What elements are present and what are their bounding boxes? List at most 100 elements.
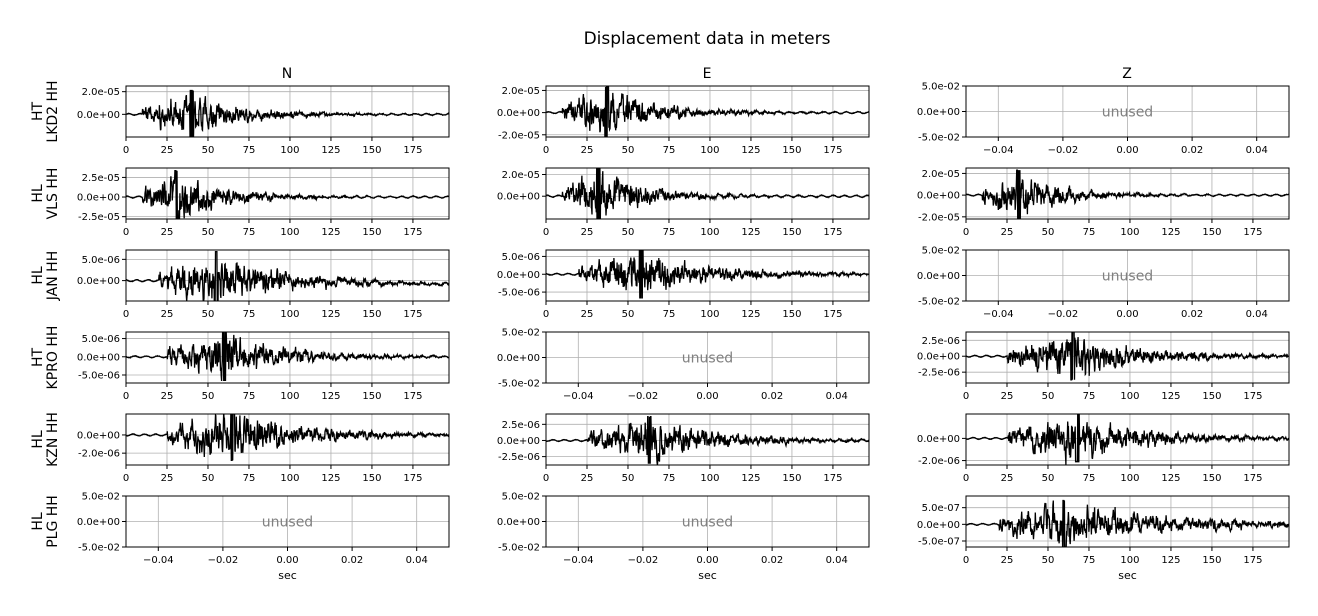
x-tick-label: 175 [823, 227, 842, 238]
x-tick-label: 150 [1202, 473, 1221, 484]
unused-label: unused [1102, 105, 1153, 121]
y-tick-label: 0.0e+00 [77, 517, 120, 528]
panel-row3-z: 2.5e-06 0.0e+00 -2.5e-06 0 25 50 75 100 125 150 17… [917, 331, 1290, 402]
x-tick-label: 0.04 [1246, 309, 1268, 320]
x-tick-label: 150 [362, 473, 381, 484]
x-tick-label: 175 [823, 309, 842, 320]
x-tick-label: 50 [202, 145, 215, 156]
x-tick-label: 75 [1083, 555, 1096, 566]
panel-row2-n: 5.0e-06 0.0e+00 0 25 50 75 100 125 150 175 [77, 249, 450, 320]
x-tick-label: 125 [741, 309, 760, 320]
panel-row3-n: 5.0e-06 0.0e+00 -5.0e-060 25 50 75 100 125 150 17… [77, 331, 450, 402]
x-tick-label: 25 [581, 145, 594, 156]
y-tick-label: 5.0e-02 [502, 492, 540, 503]
x-tick-label: 150 [362, 391, 381, 402]
x-tick-label: 100 [1120, 227, 1139, 238]
y-tick-label: 0.0e+00 [497, 436, 540, 447]
y-tick-label: -2.5e-05 [78, 212, 120, 223]
x-tick-label: 75 [243, 473, 256, 484]
column-title-e: E [703, 66, 712, 82]
x-tick-label: −0.02 [1048, 309, 1079, 320]
x-tick-label: 0.00 [1116, 309, 1138, 320]
figure-title: Displacement data in meters [584, 29, 831, 49]
trace-line [126, 170, 449, 219]
panel-row5-e: unused 5.0e-02 0.0e+00 -5.0e-02 −0.04 −0.02 0.… [497, 492, 870, 582]
y-tick-label: 5.0e-02 [82, 492, 120, 503]
x-tick-label: 75 [243, 145, 256, 156]
x-tick-label: 0 [543, 145, 549, 156]
panel-row0-e: 2.0e-05 0.0e+00 -2.0e-050 25 50 75 100 125 150 17… [497, 85, 870, 156]
x-tick-label: −0.04 [143, 555, 174, 566]
x-tick-label: 175 [403, 391, 422, 402]
x-tick-label: −0.04 [983, 309, 1014, 320]
row-label-station: KPRO HH [45, 326, 61, 390]
y-tick-label: 0.0e+00 [77, 430, 120, 441]
row-label-3: HT KPRO HH [30, 326, 61, 390]
x-tick-label: 100 [700, 309, 719, 320]
unused-label: unused [682, 351, 733, 367]
panel-row5-z: 5.0e-07 0.0e+00 -5.0e-070 25 50 75 100 125 150 17… [917, 495, 1290, 582]
y-tick-label: 5.0e-02 [922, 82, 960, 93]
x-tick-label: 175 [403, 227, 422, 238]
x-tick-label: 100 [280, 391, 299, 402]
row-label-network: HL [30, 512, 46, 531]
x-tick-label: 0.02 [761, 555, 783, 566]
x-tick-label: −0.04 [983, 145, 1014, 156]
x-tick-label: 0 [123, 145, 129, 156]
x-tick-label: 0.02 [341, 555, 363, 566]
x-tick-label: 50 [622, 145, 635, 156]
row-label-1: HL VLS HH [30, 168, 61, 220]
x-tick-label: 0 [123, 391, 129, 402]
y-tick-label: 5.0e-02 [922, 246, 960, 257]
x-tick-label: 150 [782, 145, 801, 156]
x-tick-label: 25 [581, 473, 594, 484]
x-axis-label: sec [1118, 569, 1137, 582]
axes-frame [125, 413, 450, 466]
y-tick-label: -5.0e-06 [78, 370, 120, 381]
x-tick-label: 150 [782, 309, 801, 320]
trace-line [966, 414, 1289, 465]
x-tick-label: 50 [1042, 555, 1055, 566]
x-tick-label: 150 [782, 227, 801, 238]
y-tick-label: 0.0e+00 [917, 271, 960, 282]
axes-frame [125, 85, 450, 138]
panel-row5-n: unused 5.0e-02 0.0e+00 -5.0e-02 −0.04 −0.02 0.… [77, 492, 450, 582]
y-tick-label: 0.0e+00 [497, 108, 540, 119]
x-tick-label: 0.00 [276, 555, 298, 566]
axes-frame [125, 167, 450, 220]
x-tick-label: −0.04 [563, 391, 594, 402]
panel-row4-z: 0.0e+00 -2.0e-060 25 50 75 100 125 150 175 [917, 413, 1290, 484]
x-axis-label: sec [278, 569, 297, 582]
x-tick-label: 175 [1243, 227, 1262, 238]
x-tick-label: 25 [161, 473, 174, 484]
y-tick-label: -5.0e-02 [78, 543, 120, 554]
x-tick-label: 0 [963, 227, 969, 238]
x-tick-label: 25 [1001, 473, 1014, 484]
trace-line [126, 250, 449, 301]
x-tick-label: 0 [123, 473, 129, 484]
y-tick-label: -2.5e-06 [498, 452, 540, 463]
x-tick-label: 175 [823, 473, 842, 484]
axes-frame [965, 331, 1290, 384]
x-tick-label: −0.02 [628, 555, 659, 566]
x-tick-label: 175 [1243, 473, 1262, 484]
column-title-n: N [282, 66, 292, 82]
x-tick-label: 75 [1083, 391, 1096, 402]
x-tick-label: −0.04 [563, 555, 594, 566]
panel-row1-z: 2.0e-05 0.0e+00 -2.0e-050 25 50 75 100 125 150 17… [917, 167, 1290, 238]
row-label-network: HL [30, 430, 46, 449]
x-tick-label: 150 [362, 309, 381, 320]
trace-line [126, 414, 449, 462]
y-tick-label: -2.0e-06 [918, 456, 960, 467]
y-tick-label: -5.0e-02 [498, 543, 540, 554]
x-tick-label: 25 [161, 227, 174, 238]
x-tick-label: 125 [1161, 555, 1180, 566]
x-tick-label: 100 [1120, 391, 1139, 402]
x-tick-label: 125 [321, 309, 340, 320]
axes-frame [545, 85, 870, 138]
y-tick-label: 0.0e+00 [77, 193, 120, 204]
axes-frame [545, 167, 870, 220]
y-tick-label: 0.0e+00 [77, 276, 120, 287]
x-tick-label: −0.02 [628, 391, 659, 402]
